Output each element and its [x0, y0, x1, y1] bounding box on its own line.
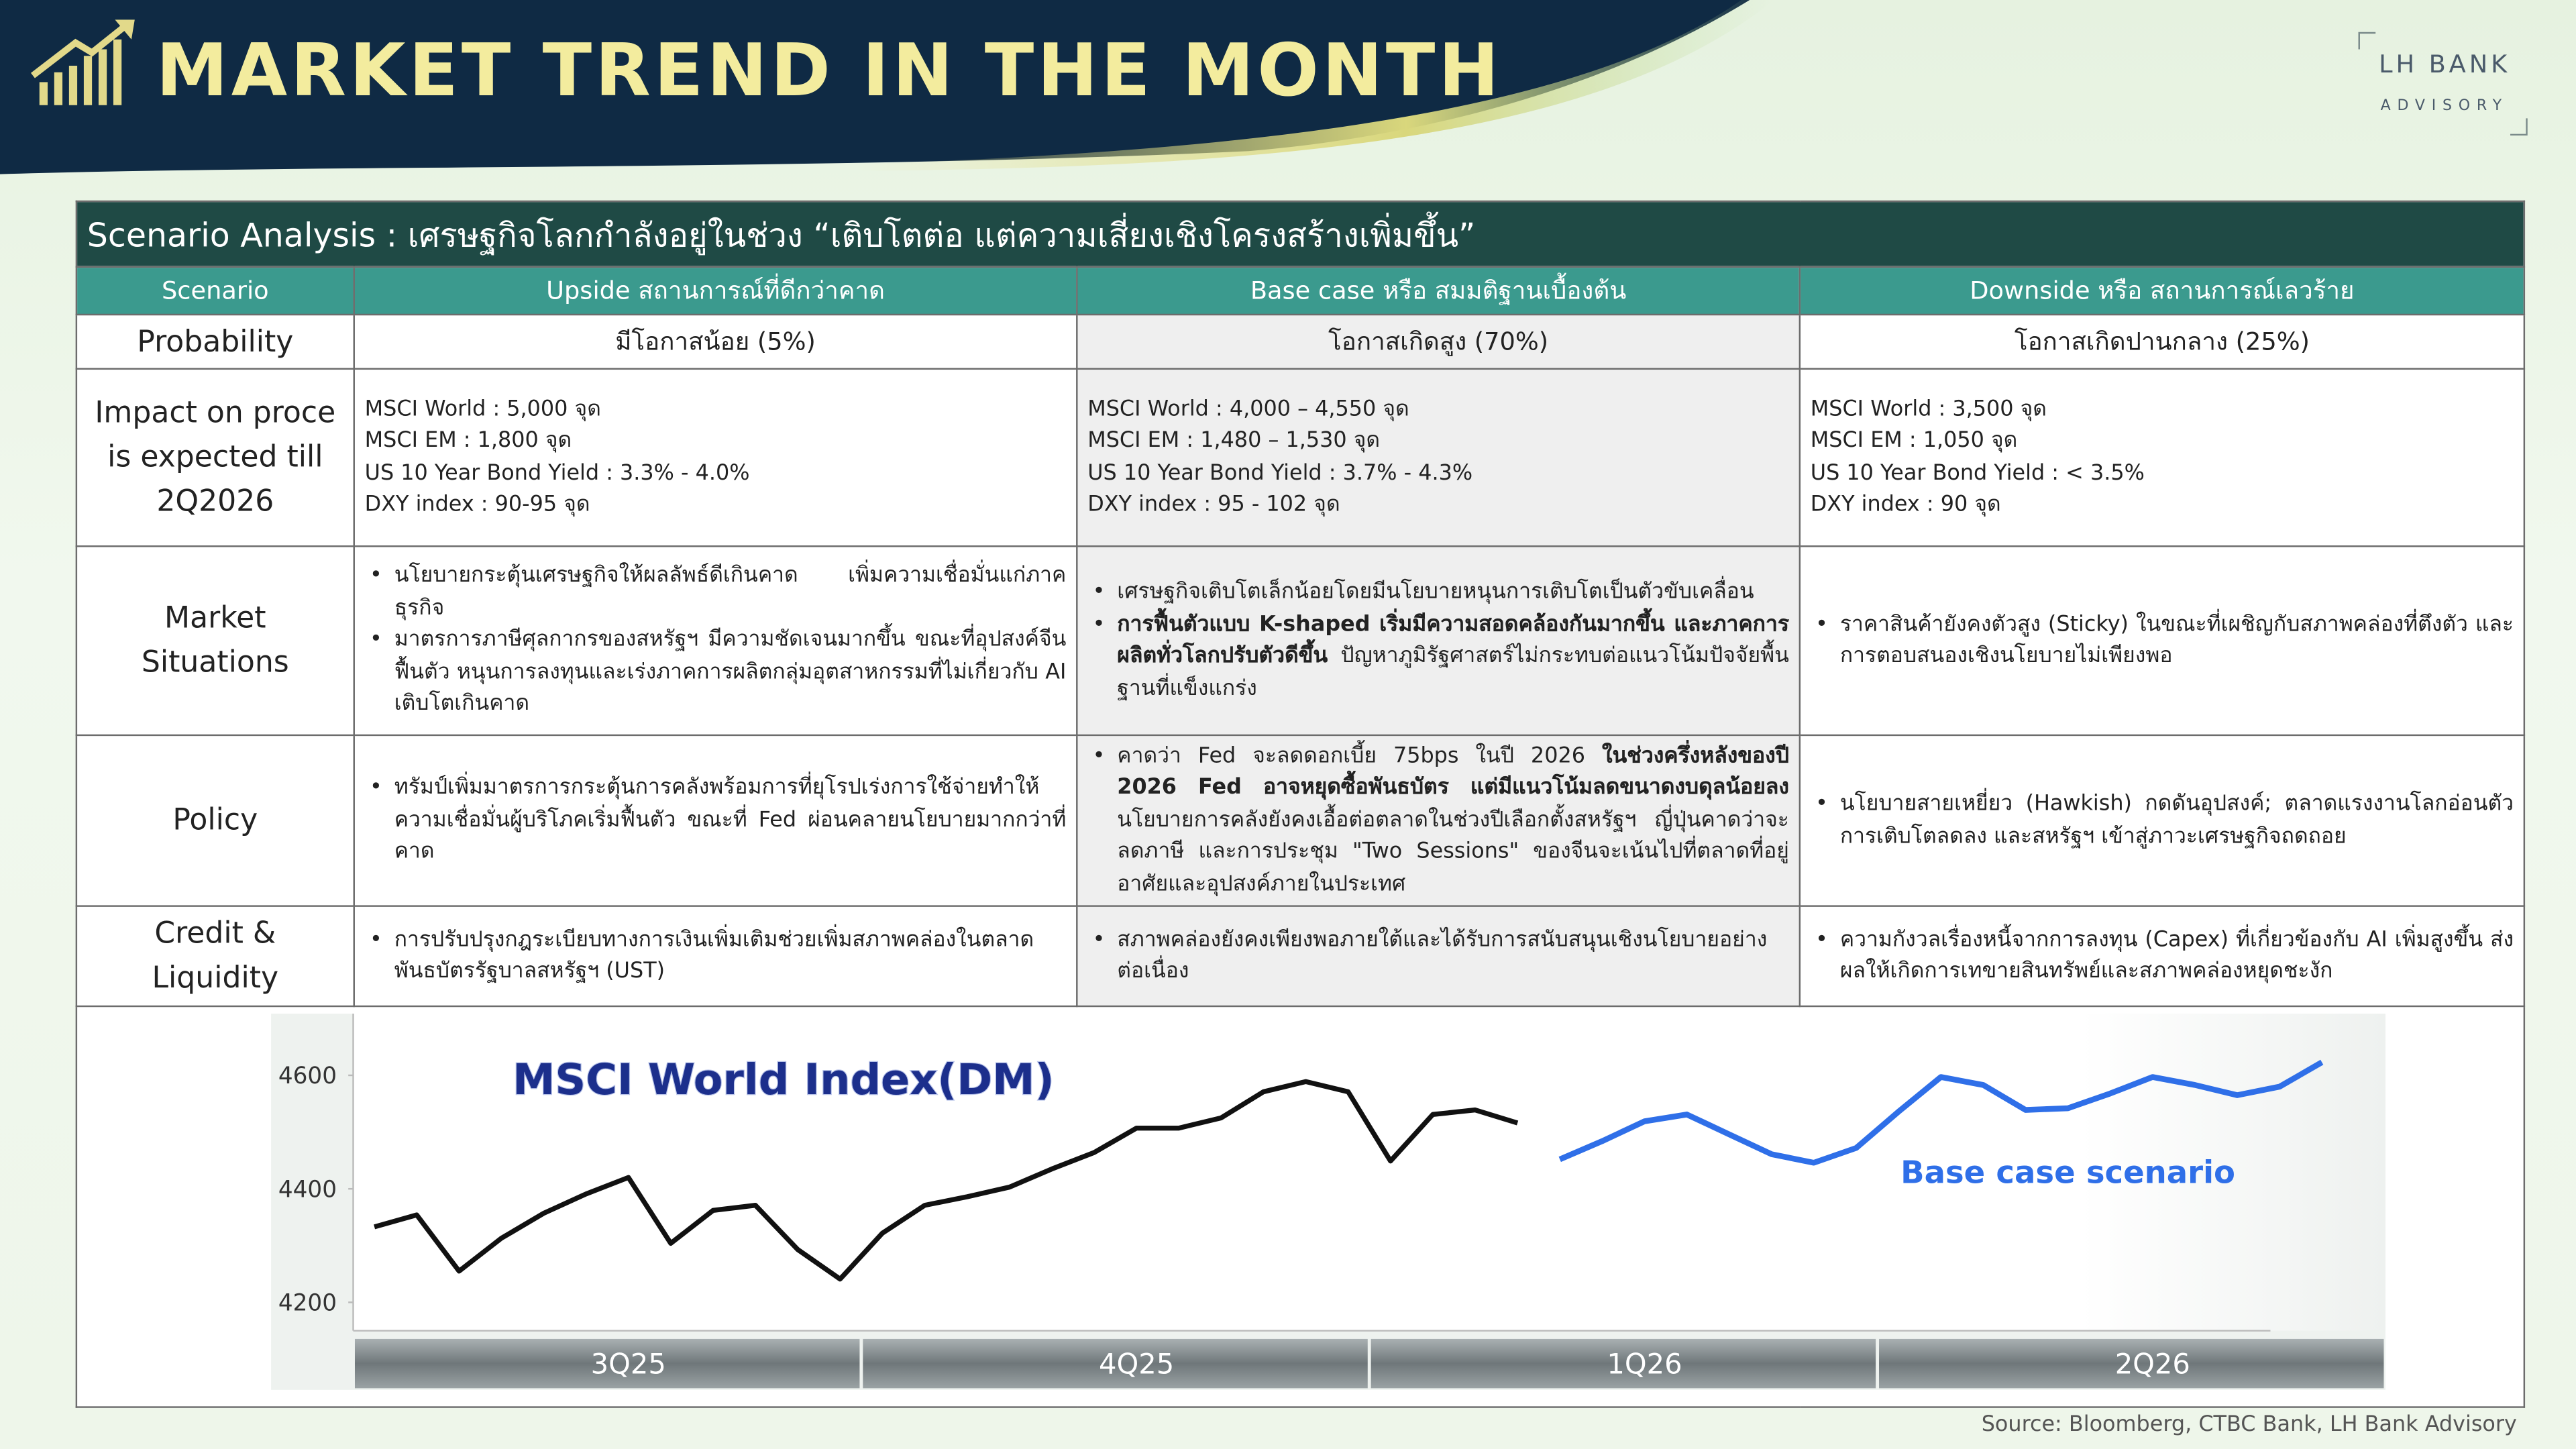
- cell-line: MSCI World : 3,500 จุด: [1810, 396, 2047, 422]
- bullet: มาตรการภาษีศุลกากรของสหรัฐฯ มีความชัดเจน…: [370, 625, 1067, 720]
- bullet-text: คาดว่า Fed จะลดดอกเบี้ย 75bps ในปี 2026: [1117, 743, 1602, 769]
- page-title: MARKET TREND IN THE MONTH: [156, 30, 1503, 113]
- cell-line: DXY index : 95 - 102 จุด: [1087, 492, 1340, 518]
- table-row: Policy ทรัมป์เพิ่มมาตรการกระตุ้นการคลังพร…: [75, 734, 2526, 907]
- source: Source: Bloomberg, CTBC Bank, LH Bank Ad…: [1981, 1413, 2517, 1438]
- row-label-line: is expected till: [107, 440, 323, 475]
- cell-line: MSCI EM : 1,480 – 1,530 จุด: [1087, 429, 1381, 453]
- bullet-list: ราคาสินค้ายังคงตัวสูง (Sticky) ในขณะที่เ…: [1811, 608, 2514, 673]
- scenario-table: Scenario Analysis : เศรษฐกิจโลกกำลังอยู่…: [75, 200, 2526, 1408]
- cell: โอกาสเกิดปานกลาง (25%): [1799, 313, 2526, 370]
- cell-line: MSCI World : 5,000 จุด: [364, 396, 601, 422]
- bullet-list: คาดว่า Fed จะลดดอกเบี้ย 75bps ในปี 2026 …: [1087, 741, 1789, 901]
- bullet-text: สภาพคล่องยังคงเพียงพอภายใต้และได้รับการส…: [1117, 927, 1768, 984]
- cell-line: DXY index : 90 จุด: [1810, 492, 2001, 518]
- row-label: Impact on proce is expected till 2Q2026: [75, 368, 355, 547]
- cell: ความกังวลเรื่องหนี้จากการลงทุน (Capex) ท…: [1799, 905, 2526, 1008]
- row-label-line: 2Q2026: [156, 484, 274, 519]
- cell: โอกาสเกิดสูง (70%): [1076, 313, 1801, 370]
- chart-row: [75, 1005, 2526, 1408]
- bullet: ความกังวลเรื่องหนี้จากการลงทุน (Capex) ท…: [1815, 924, 2514, 989]
- table-title: Scenario Analysis : เศรษฐกิจโลกกำลังอยู่…: [75, 200, 2526, 268]
- table-row: Probability มีโอกาสน้อย (5%) โอกาสเกิดสูง …: [75, 313, 2526, 370]
- cell: การปรับปรุงกฎระเบียบทางการเงินเพิ่มเติมช…: [353, 905, 1078, 1008]
- bullet: นโยบายกระตุ้นเศรษฐกิจให้ผลลัพธ์ดีเกินคาด…: [370, 561, 1067, 625]
- brand-sub: ADVISORY: [2380, 98, 2508, 115]
- cell: ทรัมป์เพิ่มมาตรการกระตุ้นการคลังพร้อมการ…: [353, 734, 1078, 907]
- bullet-text: เศรษฐกิจเติบโตเล็กน้อยโดยมีนโยบายหนุนการ…: [1117, 580, 1754, 605]
- table-row: Credit & Liquidity การปรับปรุงกฎระเบียบทา…: [75, 905, 2526, 1008]
- bullet-text: ราคาสินค้ายังคงตัวสูง (Sticky) ในขณะที่เ…: [1839, 612, 2514, 669]
- header-row: Scenario Upside สถานการณ์ที่ดีกว่าคาด Base…: [75, 266, 2526, 316]
- cell-line: US 10 Year Bond Yield : 3.7% - 4.3%: [1087, 460, 1473, 486]
- bullet-list: เศรษฐกิจเติบโตเล็กน้อยโดยมีนโยบายหนุนการ…: [1087, 577, 1789, 705]
- column-header: Upside สถานการณ์ที่ดีกว่าคาด: [353, 266, 1078, 316]
- cell: เศรษฐกิจเติบโตเล็กน้อยโดยมีนโยบายหนุนการ…: [1076, 545, 1801, 737]
- cell-line: US 10 Year Bond Yield : 3.3% - 4.0%: [364, 460, 750, 486]
- cell: MSCI World : 3,500 จุด MSCI EM : 1,050 จุ…: [1799, 368, 2526, 547]
- logo-corner: [2510, 118, 2528, 136]
- bullet-list: ทรัมป์เพิ่มมาตรการกระตุ้นการคลังพร้อมการ…: [365, 773, 1067, 869]
- cell: นโยบายกระตุ้นเศรษฐกิจให้ผลลัพธ์ดีเกินคาด…: [353, 545, 1078, 737]
- bullet-list: นโยบายกระตุ้นเศรษฐกิจให้ผลลัพธ์ดีเกินคาด…: [365, 561, 1067, 721]
- cell: สภาพคล่องยังคงเพียงพอภายใต้และได้รับการส…: [1076, 905, 1801, 1008]
- cell-line: US 10 Year Bond Yield : < 3.5%: [1810, 460, 2145, 486]
- row-label: Market Situations: [75, 545, 355, 737]
- bullet-text: มาตรการภาษีศุลกากรของสหรัฐฯ มีความชัดเจน…: [394, 628, 1067, 717]
- bullet: ราคาสินค้ายังคงตัวสูง (Sticky) ในขณะที่เ…: [1815, 608, 2514, 673]
- cell: คาดว่า Fed จะลดดอกเบี้ย 75bps ในปี 2026 …: [1076, 734, 1801, 907]
- gold-swoosh: [854, 0, 1774, 171]
- bullet-list: ความกังวลเรื่องหนี้จากการลงทุน (Capex) ท…: [1811, 924, 2514, 989]
- table-row: Market Situations นโยบายกระตุ้นเศรษฐกิจให…: [75, 545, 2526, 737]
- bullet-text: นโยบายกระตุ้นเศรษฐกิจให้ผลลัพธ์ดีเกินคาด…: [394, 564, 1067, 621]
- navy-shape: [0, 0, 1750, 174]
- chart-cell: [75, 1005, 2526, 1408]
- cell: มีโอกาสน้อย (5%): [353, 313, 1078, 370]
- column-header: Scenario: [75, 266, 355, 316]
- trend-icon: [30, 19, 135, 105]
- row-label: Probability: [75, 313, 355, 370]
- bullet: สภาพคล่องยังคงเพียงพอภายใต้และได้รับการส…: [1093, 924, 1789, 989]
- column-header: Base case หรือ สมมติฐานเบื้องต้น: [1076, 266, 1801, 316]
- bullet-text: นโยบายการคลังยังคงเอื้อต่อตลาดในช่วงปีเล…: [1117, 808, 1789, 897]
- bullet-bold: การฟื้นตัวแบบ K-shaped เริ่มมีความสอดคล้…: [1117, 612, 1789, 669]
- brand: LH BANK: [2379, 49, 2511, 79]
- bullet-bold: ในช่วงครึ่งหลังของปี 2026 Fed อาจหยุดซื้…: [1117, 743, 1789, 801]
- bullet-list: สภาพคล่องยังคงเพียงพอภายใต้และได้รับการส…: [1087, 924, 1789, 989]
- row-label: Credit & Liquidity: [75, 905, 355, 1008]
- bullet: การปรับปรุงกฎระเบียบทางการเงินเพิ่มเติมช…: [370, 924, 1067, 989]
- bullet-text: ปัญหาภูมิรัฐศาสตร์ไม่กระทบต่อแนวโน้มปัจจ…: [1117, 644, 1789, 701]
- row-label: Policy: [75, 734, 355, 907]
- cell-line: MSCI World : 4,000 – 4,550 จุด: [1087, 396, 1409, 422]
- column-header: Downside หรือ สถานการณ์เลวร้าย: [1799, 266, 2526, 316]
- cell: MSCI World : 4,000 – 4,550 จุด MSCI EM : …: [1076, 368, 1801, 547]
- bullet: ทรัมป์เพิ่มมาตรการกระตุ้นการคลังพร้อมการ…: [370, 773, 1067, 869]
- header-band: [0, 0, 2528, 174]
- cell: MSCI World : 5,000 จุด MSCI EM : 1,800 จุ…: [353, 368, 1078, 547]
- title-row: Scenario Analysis : เศรษฐกิจโลกกำลังอยู่…: [75, 200, 2526, 268]
- bullet-list: การปรับปรุงกฎระเบียบทางการเงินเพิ่มเติมช…: [365, 924, 1067, 989]
- bullet: การฟื้นตัวแบบ K-shaped เริ่มมีความสอดคล้…: [1093, 608, 1789, 704]
- bullet-text: ความกังวลเรื่องหนี้จากการลงทุน (Capex) ท…: [1839, 927, 2514, 984]
- bullet: นโยบายสายเหยี่ยว (Hawkish) กดดันอุปสงค์;…: [1815, 789, 2514, 853]
- cell-line: MSCI EM : 1,800 จุด: [364, 429, 572, 453]
- bullet: คาดว่า Fed จะลดดอกเบี้ย 75bps ในปี 2026 …: [1093, 741, 1789, 901]
- cell: ราคาสินค้ายังคงตัวสูง (Sticky) ในขณะที่เ…: [1799, 545, 2526, 737]
- bullet-text: ทรัมป์เพิ่มมาตรการกระตุ้นการคลังพร้อมการ…: [394, 775, 1067, 865]
- bullet-text: การปรับปรุงกฎระเบียบทางการเงินเพิ่มเติมช…: [394, 927, 1034, 984]
- cell-line: DXY index : 90-95 จุด: [364, 492, 590, 518]
- logo-corner: [2358, 32, 2376, 50]
- table-row: Impact on proce is expected till 2Q2026 MSC…: [75, 368, 2526, 547]
- row-label-line: Impact on proce: [95, 396, 336, 431]
- cell-line: MSCI EM : 1,050 จุด: [1810, 429, 2018, 453]
- cell: นโยบายสายเหยี่ยว (Hawkish) กดดันอุปสงค์;…: [1799, 734, 2526, 907]
- bullet-list: นโยบายสายเหยี่ยว (Hawkish) กดดันอุปสงค์;…: [1811, 789, 2514, 853]
- bullet: เศรษฐกิจเติบโตเล็กน้อยโดยมีนโยบายหนุนการ…: [1093, 577, 1789, 609]
- bullet-text: นโยบายสายเหยี่ยว (Hawkish) กดดันอุปสงค์;…: [1839, 792, 2514, 849]
